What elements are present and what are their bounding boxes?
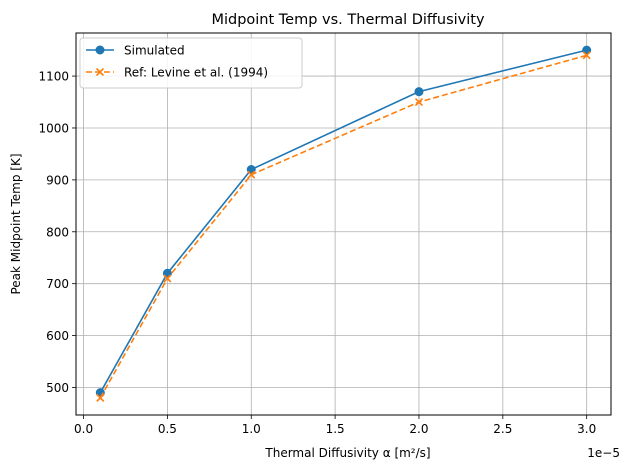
y-axis-label: Peak Midpoint Temp [K] [9,153,23,294]
legend: Simulated Ref: Levine et al. (1994) [79,37,303,89]
legend-label: Simulated [124,44,185,58]
x-axis-label: Thermal Diffusivity α [m²/s] [264,446,430,460]
marker-stroke [414,97,424,107]
legend-label: Ref: Levine et al. (1994) [124,66,268,80]
marker-stroke [247,170,256,179]
legend-marker [95,67,105,77]
axis-ticks: 0.0 0.5 1.0 1.5 2.0 2.5 3.0 500 600 700 800 900 1000… [38,70,596,436]
x-offset-label: 1e−5 [587,446,620,460]
legend-box [79,37,303,89]
x-tick-label: 1.5 [326,422,345,436]
x-tick-label: 0.5 [158,422,177,436]
data-point [246,165,256,175]
marker-stroke [96,393,105,402]
y-tick-label: 700 [46,277,69,291]
y-tick-label: 600 [46,329,69,343]
data-point [582,51,591,60]
y-tick-label: 800 [46,225,69,239]
series-line [99,54,587,399]
legend-marker [95,45,105,55]
legend-entry: Ref: Levine et al. (1994) [86,66,268,80]
y-tick-label: 500 [46,381,69,395]
data-point [414,87,424,97]
data-point [163,274,172,283]
series-line [99,49,587,394]
marker-stroke [95,67,105,77]
x-tick-label: 3.0 [577,422,596,436]
data-point [96,393,105,402]
chart-title: Midpoint Temp vs. Thermal Diffusivity [211,12,485,28]
x-tick-label: 1.0 [242,422,261,436]
plot-frame [75,32,612,416]
legend-entry: Simulated [86,44,185,58]
y-tick-label: 1000 [38,121,69,135]
marker-stroke [582,51,591,60]
x-tick-label: 2.5 [493,422,512,436]
x-tick-label: 2.0 [409,422,428,436]
y-tick-label: 1100 [38,70,69,84]
marker-stroke [163,274,172,283]
legend-entries: Simulated Ref: Levine et al. (1994) [86,44,268,80]
x-tick-label: 0.0 [74,422,93,436]
grid [76,33,611,415]
data-point [582,45,592,55]
y-tick-label: 900 [46,173,69,187]
data-point [414,97,424,107]
series-reference [96,51,591,402]
series-simulated [95,45,592,398]
plot-series [95,45,592,402]
data-point [247,170,256,179]
